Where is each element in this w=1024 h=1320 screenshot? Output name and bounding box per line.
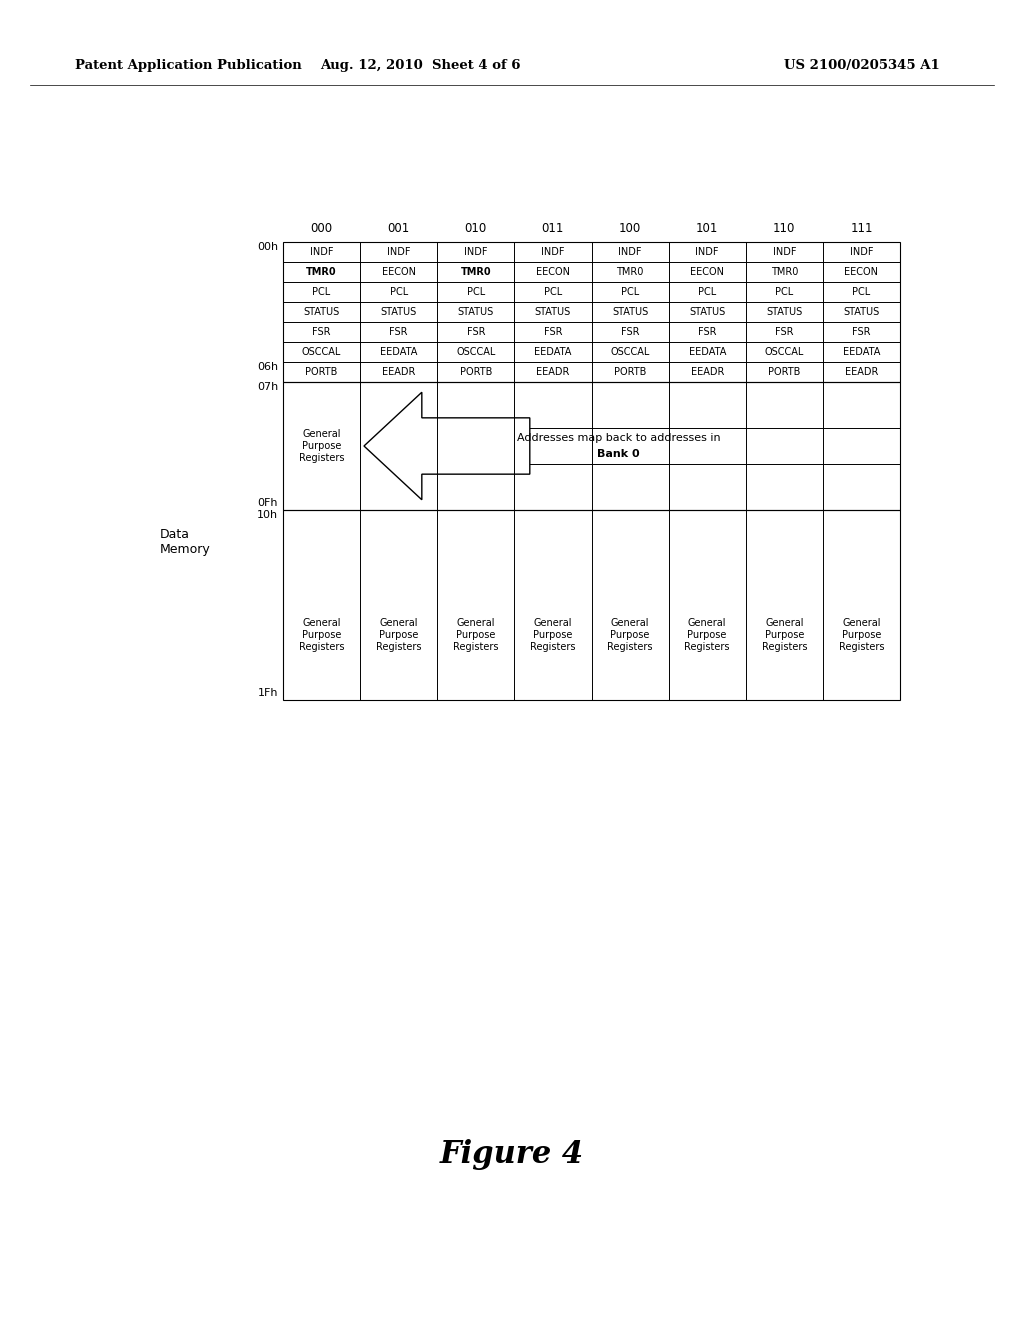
Text: 00h: 00h (257, 242, 278, 252)
Text: General
Purpose
Registers: General Purpose Registers (299, 429, 344, 462)
Text: EEADR: EEADR (690, 367, 724, 378)
Text: PCL: PCL (852, 286, 870, 297)
Text: TMR0: TMR0 (771, 267, 798, 277)
Text: EECON: EECON (845, 267, 879, 277)
Text: STATUS: STATUS (766, 308, 803, 317)
Text: EEADR: EEADR (537, 367, 569, 378)
Text: PORTB: PORTB (768, 367, 801, 378)
Text: PORTB: PORTB (613, 367, 646, 378)
Text: EECON: EECON (382, 267, 416, 277)
Text: Bank 0: Bank 0 (597, 449, 640, 459)
Polygon shape (364, 392, 529, 500)
Text: OSCCAL: OSCCAL (456, 347, 496, 356)
Text: 07h: 07h (257, 381, 278, 392)
Text: Data: Data (160, 528, 190, 541)
Text: Memory: Memory (160, 543, 211, 556)
Text: 1Fh: 1Fh (257, 688, 278, 698)
Text: 06h: 06h (257, 362, 278, 372)
Text: TMR0: TMR0 (306, 267, 337, 277)
Text: INDF: INDF (464, 247, 487, 257)
Text: TMR0: TMR0 (616, 267, 644, 277)
Text: FSR: FSR (467, 327, 485, 337)
Text: EEADR: EEADR (845, 367, 879, 378)
Text: OSCCAL: OSCCAL (765, 347, 804, 356)
Text: PORTB: PORTB (460, 367, 492, 378)
Text: 100: 100 (618, 222, 641, 235)
Text: FSR: FSR (852, 327, 870, 337)
Text: PCL: PCL (467, 286, 485, 297)
Text: PORTB: PORTB (305, 367, 338, 378)
Text: General
Purpose
Registers: General Purpose Registers (839, 618, 884, 652)
Text: 010: 010 (465, 222, 487, 235)
Text: US 2100/0205345 A1: US 2100/0205345 A1 (784, 58, 940, 71)
Text: General
Purpose
Registers: General Purpose Registers (376, 618, 422, 652)
Text: INDF: INDF (850, 247, 873, 257)
Text: FSR: FSR (544, 327, 562, 337)
Text: EEDATA: EEDATA (843, 347, 880, 356)
Text: EEDATA: EEDATA (380, 347, 418, 356)
Text: EECON: EECON (690, 267, 724, 277)
Text: 10h: 10h (257, 510, 278, 520)
Text: Patent Application Publication: Patent Application Publication (75, 58, 302, 71)
Text: PCL: PCL (312, 286, 331, 297)
Text: General
Purpose
Registers: General Purpose Registers (453, 618, 499, 652)
Text: STATUS: STATUS (381, 308, 417, 317)
Text: STATUS: STATUS (303, 308, 340, 317)
Text: FSR: FSR (698, 327, 717, 337)
Text: STATUS: STATUS (458, 308, 494, 317)
Text: STATUS: STATUS (612, 308, 648, 317)
Text: General
Purpose
Registers: General Purpose Registers (762, 618, 807, 652)
Text: STATUS: STATUS (844, 308, 880, 317)
Text: EECON: EECON (536, 267, 570, 277)
Text: INDF: INDF (695, 247, 719, 257)
Bar (283, 242, 900, 381)
Text: 101: 101 (696, 222, 719, 235)
Text: OSCCAL: OSCCAL (302, 347, 341, 356)
Text: EEADR: EEADR (382, 367, 416, 378)
Text: 001: 001 (387, 222, 410, 235)
Text: 000: 000 (310, 222, 333, 235)
Text: INDF: INDF (310, 247, 334, 257)
Bar (283, 510, 900, 700)
Text: General
Purpose
Registers: General Purpose Registers (607, 618, 653, 652)
Text: INDF: INDF (387, 247, 411, 257)
Text: PCL: PCL (544, 286, 562, 297)
Text: 011: 011 (542, 222, 564, 235)
Bar (283, 381, 900, 510)
Text: OSCCAL: OSCCAL (610, 347, 650, 356)
Text: INDF: INDF (772, 247, 796, 257)
Text: FSR: FSR (621, 327, 639, 337)
Text: EEDATA: EEDATA (535, 347, 571, 356)
Text: General
Purpose
Registers: General Purpose Registers (530, 618, 575, 652)
Text: Addresses map back to addresses in: Addresses map back to addresses in (517, 433, 720, 444)
Text: STATUS: STATUS (535, 308, 571, 317)
Text: FSR: FSR (775, 327, 794, 337)
Text: 111: 111 (850, 222, 872, 235)
Text: PCL: PCL (389, 286, 408, 297)
Text: PCL: PCL (621, 286, 639, 297)
Text: TMR0: TMR0 (461, 267, 492, 277)
Text: Figure 4: Figure 4 (440, 1139, 584, 1171)
Text: PCL: PCL (698, 286, 717, 297)
Text: STATUS: STATUS (689, 308, 725, 317)
Text: FSR: FSR (312, 327, 331, 337)
Text: INDF: INDF (542, 247, 564, 257)
Text: Aug. 12, 2010  Sheet 4 of 6: Aug. 12, 2010 Sheet 4 of 6 (319, 58, 520, 71)
Text: PCL: PCL (775, 286, 794, 297)
Text: General
Purpose
Registers: General Purpose Registers (684, 618, 730, 652)
Text: 110: 110 (773, 222, 796, 235)
Text: FSR: FSR (389, 327, 408, 337)
Text: INDF: INDF (618, 247, 642, 257)
Text: EEDATA: EEDATA (688, 347, 726, 356)
Text: General
Purpose
Registers: General Purpose Registers (299, 618, 344, 652)
Text: 0Fh: 0Fh (257, 498, 278, 508)
